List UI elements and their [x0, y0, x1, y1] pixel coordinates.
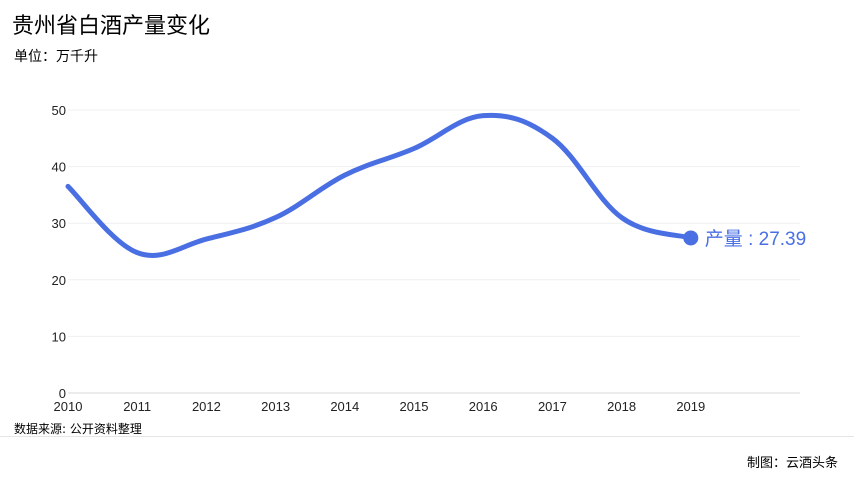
y-tick-label: 0	[59, 386, 66, 401]
last-point-label: 产量 : 27.39	[705, 228, 806, 250]
y-tick-label: 20	[52, 273, 66, 288]
y-axis-ticks: 0 10 20 30 40 50	[52, 103, 66, 401]
x-tick-label: 2015	[400, 399, 429, 414]
x-tick-label: 2011	[123, 399, 151, 414]
x-tick-label: 2018	[607, 399, 636, 414]
x-tick-label: 2014	[330, 399, 359, 414]
y-tick-label: 50	[52, 103, 66, 118]
y-tick-label: 10	[52, 329, 66, 344]
line-chart: 0 10 20 30 40 50 2010 2011 2012 2013 2014 2015 2016…	[52, 103, 807, 414]
x-tick-label: 2010	[54, 399, 83, 414]
x-tick-label: 2012	[192, 399, 221, 414]
x-tick-label: 2013	[261, 399, 290, 414]
data-source: 数据来源: 公开资料整理	[14, 422, 142, 436]
x-axis-ticks: 2010 2011 2012 2013 2014 2015 2016 2017 2018 2019	[54, 399, 706, 414]
x-tick-label: 2016	[469, 399, 498, 414]
y-tick-label: 30	[52, 216, 66, 231]
grid-lines	[68, 109, 800, 394]
series-layer: 产量 : 27.39	[65, 112, 806, 258]
chart-title: 贵州省白酒产量变化	[12, 14, 211, 39]
last-point-marker	[683, 230, 699, 246]
series-line	[65, 112, 694, 258]
y-tick-label: 40	[52, 160, 66, 175]
unit-label: 单位：万千升	[14, 49, 98, 65]
x-tick-label: 2017	[538, 399, 567, 414]
x-tick-label: 2019	[676, 399, 705, 414]
chart-credit: 制图：云酒头条	[746, 456, 838, 471]
footer-divider	[0, 436, 854, 437]
